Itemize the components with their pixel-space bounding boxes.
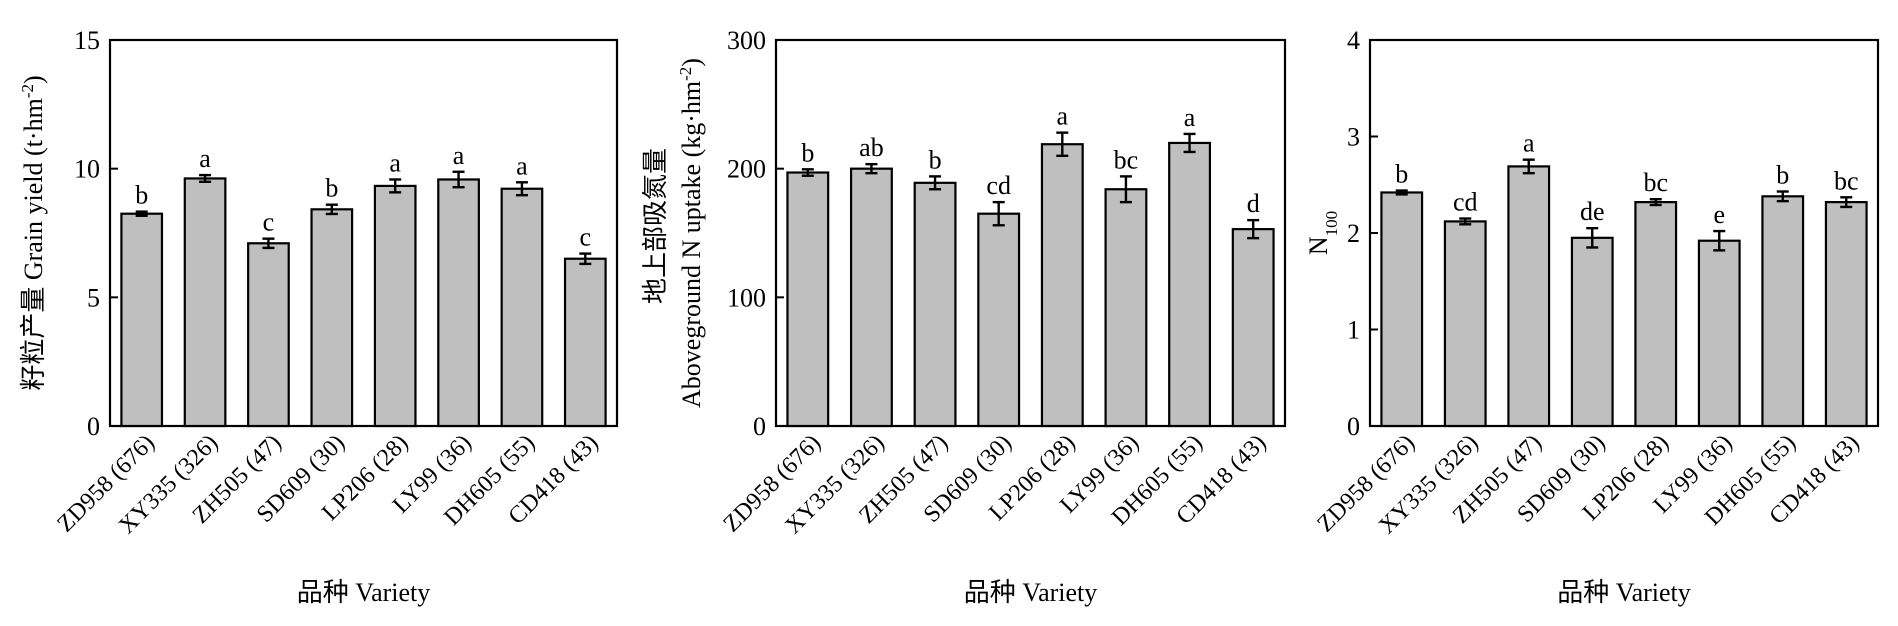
y-tick-label: 15 bbox=[74, 26, 100, 55]
bar bbox=[1570, 236, 1614, 428]
bar bbox=[1443, 220, 1487, 428]
significance-letter: bc bbox=[1834, 166, 1859, 195]
y-tick-label: 0 bbox=[1347, 412, 1360, 441]
significance-letter: cd bbox=[986, 171, 1011, 200]
y-tick-label: 300 bbox=[727, 26, 766, 55]
y-tick-label: 0 bbox=[753, 412, 766, 441]
bar bbox=[120, 212, 164, 428]
y-tick-label: 1 bbox=[1347, 316, 1360, 345]
significance-letter: b bbox=[325, 174, 338, 203]
y-axis-label: N100 bbox=[1304, 211, 1341, 255]
bar bbox=[786, 171, 830, 428]
significance-letter: bc bbox=[1114, 145, 1139, 174]
y-axis-label-line2: Aboveground N uptake (kg·hm-2) bbox=[676, 58, 707, 408]
bar bbox=[563, 257, 607, 428]
significance-letter: bc bbox=[1643, 168, 1668, 197]
x-axis-label: 品种 Variety bbox=[1557, 578, 1691, 607]
significance-letter: a bbox=[1057, 102, 1069, 131]
significance-letter: a bbox=[516, 151, 528, 180]
plot-frame bbox=[774, 38, 1287, 428]
x-axis-label: 品种 Variety bbox=[964, 578, 1098, 607]
bar bbox=[1040, 143, 1084, 428]
significance-letter: a bbox=[1523, 129, 1535, 158]
bar bbox=[500, 187, 544, 428]
y-tick-label: 5 bbox=[87, 283, 100, 312]
bar bbox=[373, 184, 417, 428]
y-tick-label: 0 bbox=[87, 412, 100, 441]
bar bbox=[1380, 191, 1424, 428]
bar bbox=[1507, 165, 1551, 428]
significance-letter: a bbox=[199, 144, 211, 173]
bar bbox=[1104, 188, 1148, 428]
bar bbox=[1634, 201, 1678, 428]
significance-letter: a bbox=[453, 141, 465, 170]
y-axis-label-line1: 地上部吸氮量 bbox=[641, 148, 670, 304]
significance-letter: b bbox=[1395, 160, 1408, 189]
significance-letter: de bbox=[1580, 197, 1605, 226]
y-tick-label: 3 bbox=[1347, 123, 1360, 152]
y-tick-label: 100 bbox=[727, 283, 766, 312]
significance-letter: b bbox=[801, 138, 814, 167]
plot-frame bbox=[108, 38, 619, 428]
bar bbox=[1231, 228, 1275, 428]
significance-letter: a bbox=[389, 148, 401, 177]
bar bbox=[310, 208, 354, 428]
bar bbox=[977, 212, 1021, 428]
bar bbox=[1168, 141, 1212, 428]
significance-letter: cd bbox=[1453, 188, 1478, 217]
bar bbox=[849, 167, 893, 428]
y-tick-label: 2 bbox=[1347, 219, 1360, 248]
bar bbox=[247, 242, 290, 428]
bar bbox=[913, 181, 957, 428]
significance-letter: e bbox=[1713, 200, 1725, 229]
significance-letter: b bbox=[135, 181, 148, 210]
bar bbox=[1824, 201, 1868, 428]
y-tick-label: 200 bbox=[727, 155, 766, 184]
significance-letter: c bbox=[580, 223, 592, 252]
significance-letter: c bbox=[263, 208, 275, 237]
bar bbox=[1761, 195, 1805, 428]
significance-letter: b bbox=[929, 145, 942, 174]
significance-letter: ab bbox=[859, 133, 884, 162]
y-axis-label: 籽粒产量 Grain yield (t·hm-2) bbox=[18, 75, 49, 390]
significance-letter: a bbox=[1184, 103, 1196, 132]
significance-letter: b bbox=[1776, 161, 1789, 190]
x-axis-label: 品种 Variety bbox=[297, 578, 431, 607]
y-tick-label: 10 bbox=[74, 155, 100, 184]
bar bbox=[1697, 239, 1741, 428]
y-tick-label: 4 bbox=[1347, 26, 1360, 55]
bar bbox=[437, 178, 480, 428]
bar bbox=[183, 177, 227, 428]
significance-letter: d bbox=[1247, 189, 1260, 218]
